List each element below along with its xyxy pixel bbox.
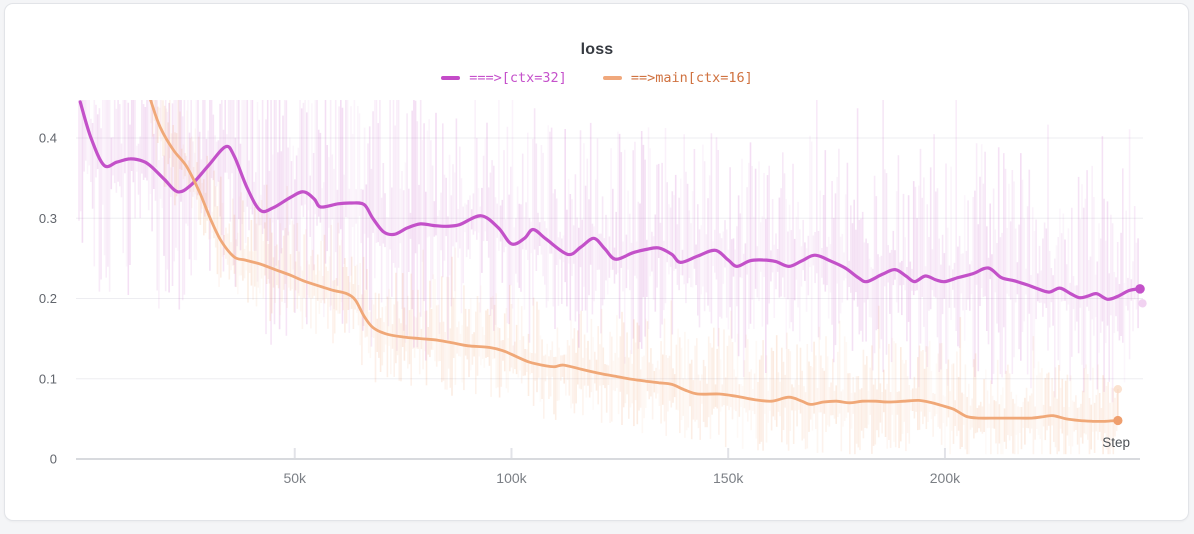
y-tick-label: 0 bbox=[50, 452, 57, 467]
y-tick-label: 0.3 bbox=[39, 211, 57, 226]
x-tick-label: 200k bbox=[930, 470, 961, 486]
final-dot-main-ctx16[interactable] bbox=[1113, 415, 1123, 426]
series-line-1 bbox=[149, 100, 1120, 423]
x-tick-label: 150k bbox=[713, 470, 744, 486]
y-tick-label: 0.2 bbox=[39, 291, 57, 306]
raw-final-dot-main-ctx16 bbox=[1113, 384, 1123, 394]
legend-label-main-ctx16: ==>main[ctx=16] bbox=[630, 70, 753, 86]
chart-title: loss bbox=[580, 41, 614, 58]
x-tick-label: 50k bbox=[283, 470, 307, 486]
legend-item-main-ctx16[interactable]: ==>main[ctx=16] bbox=[602, 70, 753, 86]
final-dot-ctx32[interactable] bbox=[1135, 284, 1145, 294]
y-tick-label: 0.4 bbox=[39, 131, 57, 146]
chart-panel bbox=[4, 3, 1189, 521]
legend-item-ctx32[interactable]: ===>[ctx=32] bbox=[441, 70, 567, 86]
y-tick-label: 0.1 bbox=[39, 371, 57, 386]
series-line-0 bbox=[78, 100, 1142, 301]
raw-final-dot-ctx32 bbox=[1138, 299, 1147, 308]
legend-dash-icon bbox=[441, 76, 461, 80]
chart-legend: ===>[ctx=32] ==>main[ctx=16] bbox=[0, 70, 1194, 86]
legend-dash-icon bbox=[602, 76, 622, 80]
legend-label-ctx32: ===>[ctx=32] bbox=[469, 70, 567, 86]
x-tick-label: 100k bbox=[496, 470, 527, 486]
raw-data-noise bbox=[78, 100, 1139, 455]
x-axis-title: Step bbox=[1102, 435, 1130, 450]
